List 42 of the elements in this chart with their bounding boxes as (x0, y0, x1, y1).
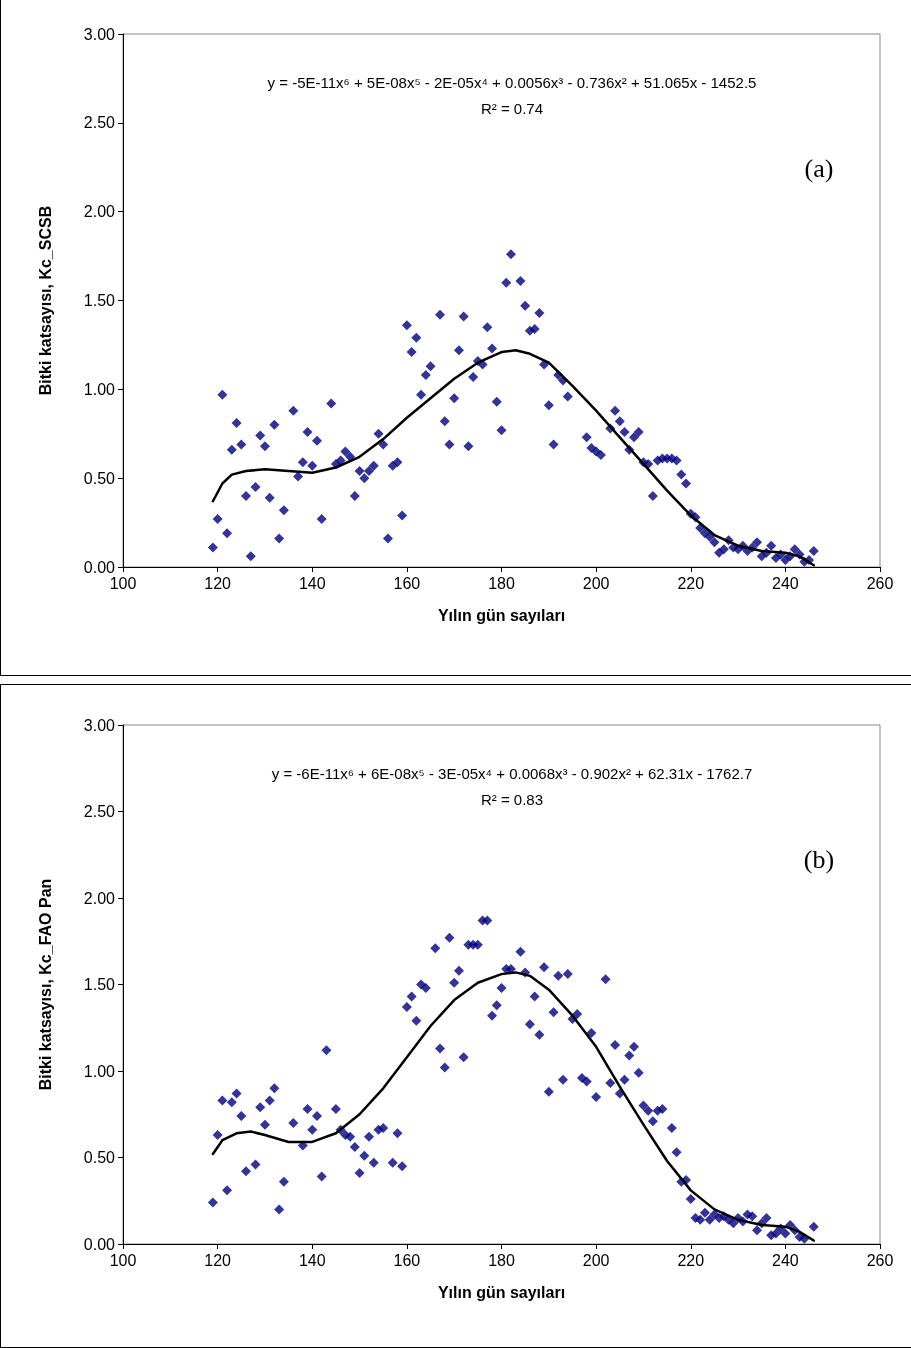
x-axis-title: Yılın gün sayıları (437, 606, 566, 624)
x-tick-label: 180 (488, 1251, 515, 1269)
x-tick-label: 100 (109, 574, 137, 592)
y-tick-label: 1.50 (83, 292, 116, 309)
y-tick-label: 2.50 (83, 803, 116, 820)
x-tick-label: 220 (677, 1251, 705, 1269)
x-tick-label: 200 (582, 574, 610, 592)
x-tick-label: 160 (393, 574, 421, 592)
x-tick-label: 120 (204, 1251, 232, 1269)
y-axis-title: Bitki katsayısı, Kc_SCSB (36, 205, 54, 396)
y-tick-label: 1.00 (83, 1062, 116, 1080)
y-axis-title: Bitki katsayısı, Kc_FAO Pan (36, 878, 54, 1091)
x-tick-label: 220 (677, 574, 705, 592)
y-tick-label: 0.00 (83, 558, 116, 576)
annotation: R² = 0.83 (480, 790, 544, 808)
annotation: y = -5E-11x⁶ + 5E-08x⁵ - 2E-05x⁴ + 0.0056x³ - 0.736x² + 51.065x - 1452.5 (267, 73, 757, 91)
x-tick-label: 240 (772, 574, 799, 592)
x-tick-label: 140 (298, 574, 326, 592)
y-tick-label: 2.00 (83, 203, 116, 221)
x-tick-label: 100 (109, 1251, 137, 1269)
y-tick-label: 1.00 (83, 380, 116, 398)
annotation: (a) (804, 153, 834, 183)
x-tick-label: 140 (298, 1251, 326, 1269)
x-tick-label: 260 (866, 574, 894, 592)
y-tick-label: 1.50 (83, 976, 116, 993)
annotation: (b) (803, 844, 835, 874)
y-tick-label: 3.00 (83, 716, 116, 734)
y-tick-label: 2.00 (83, 889, 116, 907)
y-tick-label: 0.50 (83, 1149, 116, 1166)
x-tick-label: 120 (204, 574, 232, 592)
y-tick-label: 2.50 (83, 114, 116, 132)
x-tick-label: 260 (866, 1251, 894, 1269)
x-axis-title: Yılın gün sayıları (437, 1283, 566, 1301)
x-tick-label: 240 (772, 1251, 799, 1269)
y-tick-label: 0.50 (83, 469, 116, 487)
x-tick-label: 160 (393, 1251, 421, 1269)
annotation: y = -6E-11x⁶ + 6E-08x⁵ - 3E-05x⁴ + 0.0068x³ - 0.902x² + 62.31x - 1762.7 (271, 764, 753, 782)
y-tick-label: 3.00 (83, 25, 116, 43)
annotation: R² = 0.74 (480, 99, 544, 117)
x-tick-label: 180 (488, 574, 515, 592)
x-tick-label: 200 (582, 1251, 610, 1269)
y-tick-label: 0.00 (83, 1235, 116, 1253)
